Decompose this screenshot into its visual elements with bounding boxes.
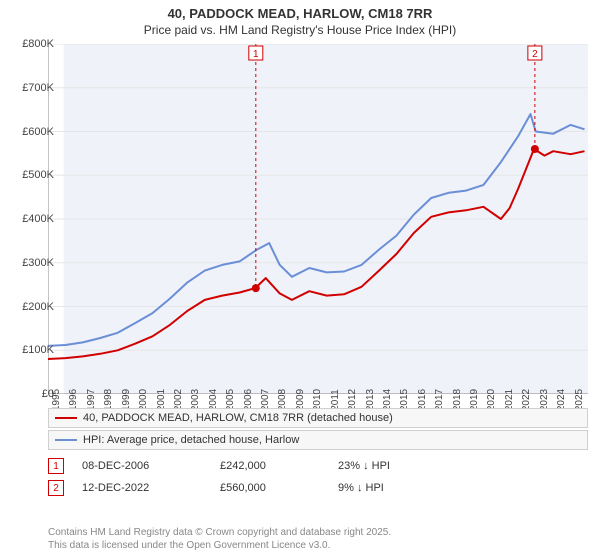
chart-plot-area: 12: [48, 44, 588, 394]
svg-text:2: 2: [532, 49, 538, 60]
title-block: 40, PADDOCK MEAD, HARLOW, CM18 7RR Price…: [0, 0, 600, 37]
y-tick-label: £0: [10, 388, 54, 400]
legend-label-price-paid: 40, PADDOCK MEAD, HARLOW, CM18 7RR (deta…: [83, 412, 393, 424]
marker-date-2: 12-DEC-2022: [82, 482, 202, 494]
legend: 40, PADDOCK MEAD, HARLOW, CM18 7RR (deta…: [48, 408, 588, 452]
y-tick-label: £400K: [10, 213, 54, 225]
legend-item-price-paid: 40, PADDOCK MEAD, HARLOW, CM18 7RR (deta…: [48, 408, 588, 428]
legend-swatch-hpi: [55, 439, 77, 441]
marker-row-1: 1 08-DEC-2006 £242,000 23% ↓ HPI: [48, 458, 588, 474]
title-subtitle: Price paid vs. HM Land Registry's House …: [0, 23, 600, 37]
marker-badge-1: 1: [48, 458, 64, 474]
marker-delta-1: 23% ↓ HPI: [338, 460, 458, 472]
title-address: 40, PADDOCK MEAD, HARLOW, CM18 7RR: [0, 6, 600, 21]
y-tick-label: £600K: [10, 126, 54, 138]
chart-container: 40, PADDOCK MEAD, HARLOW, CM18 7RR Price…: [0, 0, 600, 560]
y-tick-label: £300K: [10, 257, 54, 269]
marker-delta-2: 9% ↓ HPI: [338, 482, 458, 494]
y-tick-label: £700K: [10, 82, 54, 94]
footer-line2: This data is licensed under the Open Gov…: [48, 539, 391, 552]
markers-table: 1 08-DEC-2006 £242,000 23% ↓ HPI 2 12-DE…: [48, 458, 588, 502]
legend-swatch-price-paid: [55, 417, 77, 419]
marker-date-1: 08-DEC-2006: [82, 460, 202, 472]
y-tick-label: £800K: [10, 38, 54, 50]
marker-row-2: 2 12-DEC-2022 £560,000 9% ↓ HPI: [48, 480, 588, 496]
marker-price-1: £242,000: [220, 460, 320, 472]
legend-label-hpi: HPI: Average price, detached house, Harl…: [83, 434, 299, 446]
y-tick-label: £500K: [10, 169, 54, 181]
marker-price-2: £560,000: [220, 482, 320, 494]
footer-line1: Contains HM Land Registry data © Crown c…: [48, 526, 391, 539]
svg-text:1: 1: [253, 49, 259, 60]
y-tick-label: £100K: [10, 344, 54, 356]
legend-item-hpi: HPI: Average price, detached house, Harl…: [48, 430, 588, 450]
y-tick-label: £200K: [10, 301, 54, 313]
chart-svg: 12: [48, 44, 588, 394]
footer: Contains HM Land Registry data © Crown c…: [48, 526, 391, 552]
marker-badge-2: 2: [48, 480, 64, 496]
